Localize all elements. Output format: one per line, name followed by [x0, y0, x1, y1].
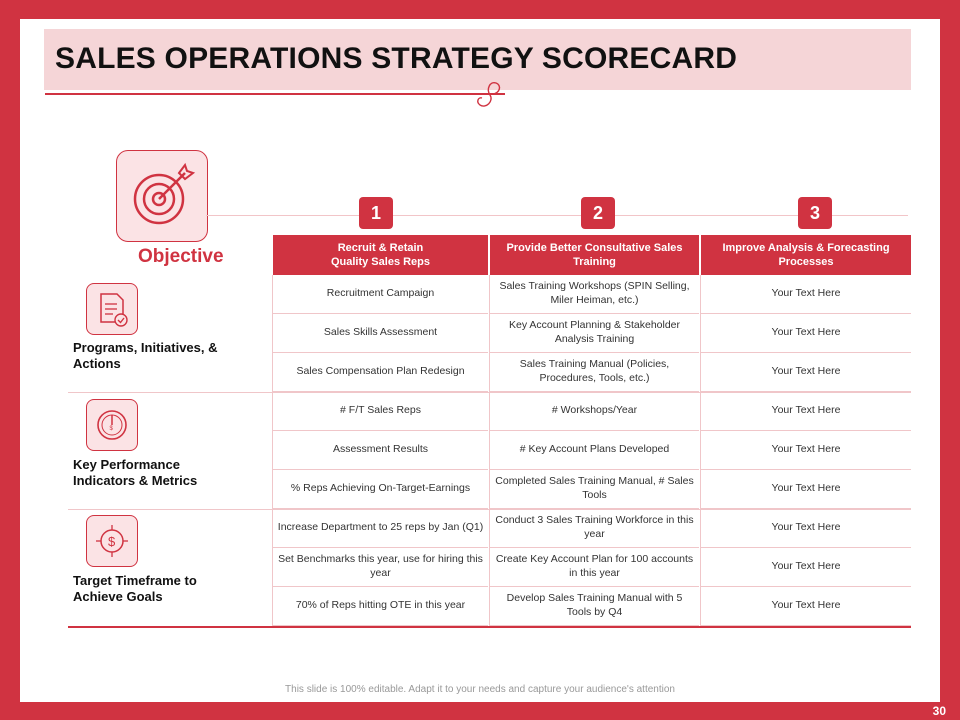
- section-label: Key Performance Indicators & Metrics: [73, 457, 198, 489]
- column-header: Provide Better Consultative Sales Traini…: [490, 235, 699, 275]
- slide: SALES OPERATIONS STRATEGY SCORECARD Obje…: [20, 19, 940, 702]
- table-divider: [700, 275, 701, 626]
- table-cell: Your Text Here: [701, 431, 911, 470]
- section-label: Target Timeframe to Achieve Goals: [73, 573, 197, 605]
- table-cell: Sales Training Manual (Policies, Procedu…: [490, 353, 699, 392]
- section-label: Programs, Initiatives, & Actions: [73, 340, 218, 372]
- objective-label: Objective: [138, 246, 224, 267]
- table-cell: Your Text Here: [701, 509, 911, 548]
- table-divider: [272, 275, 273, 626]
- section-divider: [68, 392, 911, 393]
- table-cell: Your Text Here: [701, 353, 911, 392]
- table-cell: Your Text Here: [701, 470, 911, 509]
- table-cell: Conduct 3 Sales Training Workforce in th…: [490, 509, 699, 548]
- table-cell: Key Account Planning & Stakeholder Analy…: [490, 314, 699, 353]
- table-cell: 70% of Reps hitting OTE in this year: [273, 587, 488, 626]
- title-underline: [45, 93, 505, 95]
- column-header: Recruit & Retain Quality Sales Reps: [273, 235, 488, 275]
- table-cell: Your Text Here: [701, 314, 911, 353]
- table-divider: [489, 275, 490, 626]
- gauge-icon: $: [86, 399, 138, 451]
- column-number-badge: 1: [359, 197, 393, 229]
- table-cell: Sales Training Workshops (SPIN Selling, …: [490, 275, 699, 314]
- page-number: 30: [932, 704, 946, 718]
- page-title: SALES OPERATIONS STRATEGY SCORECARD: [55, 42, 738, 75]
- target-icon: [116, 150, 208, 242]
- table-cell: Set Benchmarks this year, use for hiring…: [273, 548, 488, 587]
- table-cell: Sales Compensation Plan Redesign: [273, 353, 488, 392]
- table-cell: # Workshops/Year: [490, 392, 699, 431]
- swirl-ornament-icon: [462, 82, 501, 107]
- footer-note: This slide is 100% editable. Adapt it to…: [285, 684, 675, 695]
- table-cell: # F/T Sales Reps: [273, 392, 488, 431]
- svg-text:$: $: [108, 534, 116, 549]
- header-guide-line: [206, 215, 908, 216]
- table-cell: Develop Sales Training Manual with 5 Too…: [490, 587, 699, 626]
- section-divider: [68, 509, 911, 510]
- table-cell: Recruitment Campaign: [273, 275, 488, 314]
- dollar-target-icon: $: [86, 515, 138, 567]
- title-band: SALES OPERATIONS STRATEGY SCORECARD: [44, 29, 911, 90]
- table-cell: Your Text Here: [701, 587, 911, 626]
- table-cell: Your Text Here: [701, 392, 911, 431]
- table-cell: % Reps Achieving On-Target-Earnings: [273, 470, 488, 509]
- table-cell: Create Key Account Plan for 100 accounts…: [490, 548, 699, 587]
- table-cell: Sales Skills Assessment: [273, 314, 488, 353]
- table-cell: Increase Department to 25 reps by Jan (Q…: [273, 509, 488, 548]
- table-cell: Assessment Results: [273, 431, 488, 470]
- table-cell: Completed Sales Training Manual, # Sales…: [490, 470, 699, 509]
- table-cell: Your Text Here: [701, 548, 911, 587]
- document-check-icon: [86, 283, 138, 335]
- table-cell: # Key Account Plans Developed: [490, 431, 699, 470]
- column-header: Improve Analysis & Forecasting Processes: [701, 235, 911, 275]
- table-bottom-line: [68, 626, 911, 628]
- column-number-badge: 2: [581, 197, 615, 229]
- svg-text:$: $: [110, 426, 114, 432]
- table-cell: Your Text Here: [701, 275, 911, 314]
- column-number-badge: 3: [798, 197, 832, 229]
